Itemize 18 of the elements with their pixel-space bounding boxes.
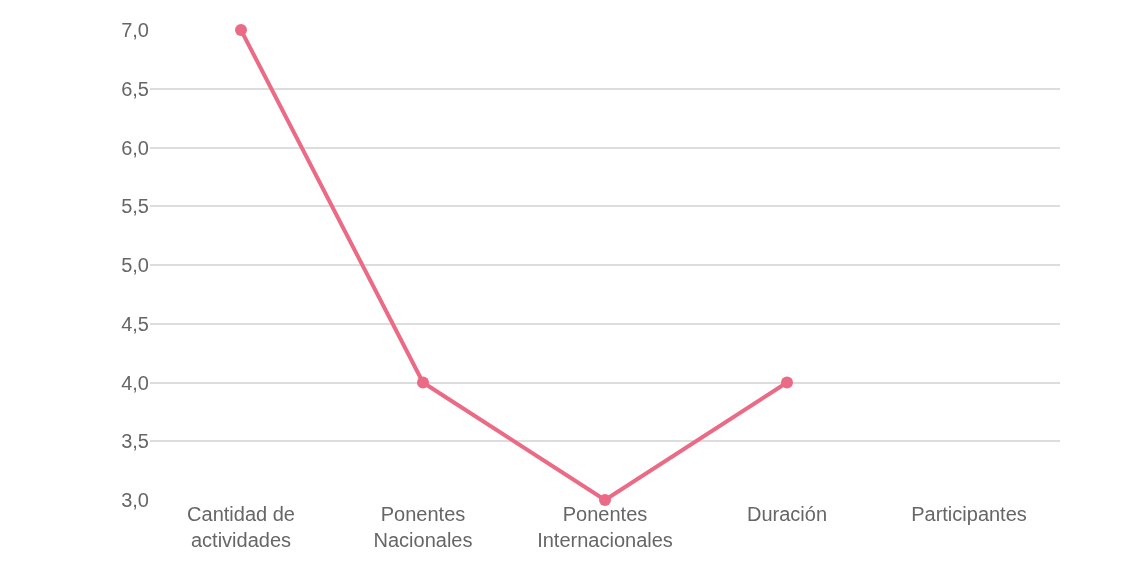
y-tick-label: 3,5 [121,430,149,453]
point [781,376,793,389]
x-tick-label: Duración [746,503,828,525]
y-tick-label: 4,5 [121,312,149,335]
point [417,376,429,389]
y-tick-label: 4,0 [121,371,149,394]
y-tick-label: 5,0 [121,254,149,276]
point [599,494,611,506]
y-tick-label: 6,0 [121,136,149,159]
y-tick-label: 7,0 [121,19,149,41]
x-tick-label: Cantidad de actividades [187,503,295,551]
x-tick-label: Participantes [911,503,1027,525]
y-tick-label: 3,0 [121,489,149,511]
y-tick-label: 6,5 [121,77,149,100]
y-tick-label: 5,5 [121,195,149,218]
point [235,24,247,36]
x-tick-label: Ponentes Nacionales [373,503,473,551]
x-tick-label: Ponentes Internacionales [537,503,673,551]
